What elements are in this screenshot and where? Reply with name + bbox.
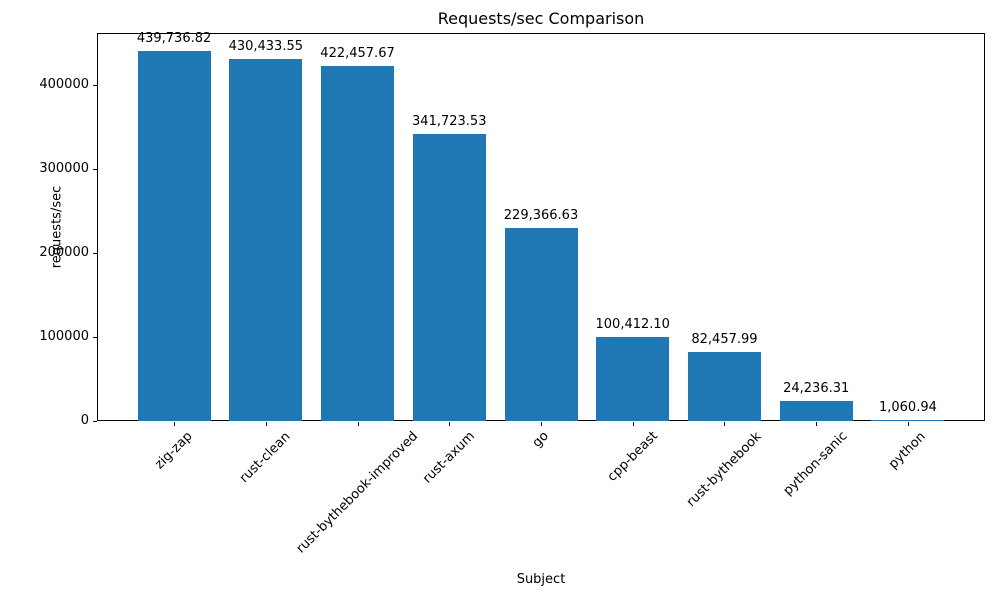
y-tick-label: 300000 bbox=[39, 160, 89, 176]
x-axis-label: Subject bbox=[516, 572, 566, 587]
y-tick bbox=[93, 84, 97, 86]
x-tick-label: rust-bythebook bbox=[683, 428, 765, 510]
bar bbox=[229, 59, 303, 421]
bar-value-label: 422,457.67 bbox=[320, 45, 395, 61]
bar-value-label: 82,457.99 bbox=[691, 331, 758, 347]
x-tick bbox=[816, 422, 818, 426]
x-tick bbox=[449, 422, 451, 426]
y-tick-label: 400000 bbox=[39, 76, 89, 92]
bar bbox=[412, 133, 486, 421]
chart-title: Requests/sec Comparison bbox=[437, 9, 645, 28]
y-tick bbox=[93, 252, 97, 254]
bar-value-label: 430,433.55 bbox=[228, 39, 303, 55]
x-tick bbox=[724, 422, 726, 426]
bar bbox=[596, 336, 670, 421]
bar-value-label: 100,412.10 bbox=[595, 316, 670, 332]
x-tick-label: go bbox=[529, 428, 552, 451]
y-tick-label: 0 bbox=[80, 413, 89, 428]
y-tick bbox=[93, 336, 97, 338]
x-tick-label: rust-bythebook-improved bbox=[293, 428, 422, 557]
bar bbox=[779, 400, 853, 421]
bar bbox=[321, 65, 395, 421]
bar bbox=[504, 228, 578, 421]
x-tick-label: rust-clean bbox=[237, 428, 294, 486]
y-tick-label: 200000 bbox=[39, 244, 89, 260]
bar-value-label: 439,736.82 bbox=[136, 31, 212, 47]
x-tick bbox=[174, 422, 176, 426]
bar-value-label: 24,236.31 bbox=[783, 380, 850, 396]
x-tick bbox=[265, 422, 267, 426]
x-tick bbox=[541, 422, 542, 426]
x-tick-label: python bbox=[886, 428, 930, 472]
bar bbox=[137, 51, 211, 421]
bar-value-label: 1,060.94 bbox=[878, 400, 937, 416]
bar bbox=[687, 351, 761, 421]
y-tick bbox=[93, 168, 97, 170]
y-tick-label: 100000 bbox=[39, 328, 89, 344]
bar-value-label: 341,723.53 bbox=[412, 113, 487, 129]
x-tick bbox=[632, 422, 634, 426]
bar bbox=[871, 420, 945, 422]
y-tick bbox=[93, 421, 97, 422]
x-tick bbox=[357, 422, 359, 426]
x-tick-label: cpp-beast bbox=[604, 428, 661, 486]
x-tick bbox=[907, 422, 909, 426]
bar-value-label: 229,366.63 bbox=[503, 208, 579, 224]
x-tick-label: zig-zap bbox=[152, 428, 196, 473]
x-tick-label: python-sanic bbox=[780, 429, 851, 499]
x-tick-label: rust-axum bbox=[419, 429, 478, 487]
